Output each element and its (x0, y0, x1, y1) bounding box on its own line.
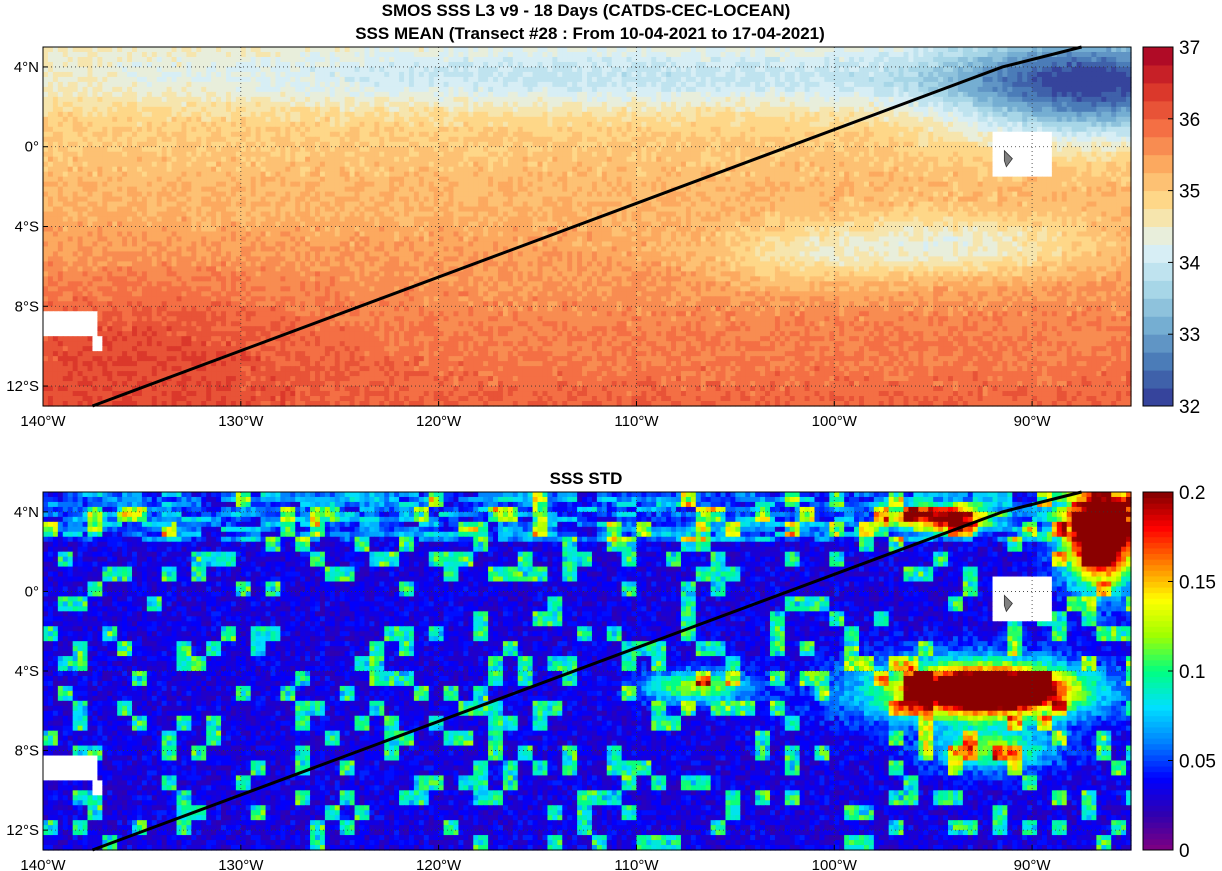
std-y-tick-label: 12°S (6, 822, 39, 839)
std-x-tick-label: 120°W (416, 857, 462, 871)
mean-x-tick-label: 90°W (1014, 413, 1052, 430)
mean-x-tick-label: 130°W (218, 413, 264, 430)
std-x-tick-label: 110°W (614, 857, 659, 871)
mean-colorbar-tick-label: 34 (1179, 253, 1201, 274)
std-panel-title: SSS STD (550, 469, 623, 488)
mean-colorbar-tick-label: 32 (1179, 397, 1200, 418)
mean-y-tick-label: 4°S (15, 219, 39, 236)
figure-title-line2: SSS MEAN (Transect #28 : From 10-04-2021… (355, 24, 825, 43)
figure: SMOS SSS L3 v9 - 18 Days (CATDS-CEC-LOCE… (0, 0, 1222, 871)
mean-x-tick-label: 110°W (614, 413, 659, 430)
std-colorbar-tick-label: 0.15 (1179, 573, 1216, 594)
sss-std-panel: 140°W 130°W 120°W 110°W 100°W 90°W 4°N 0° 4°S 8°S… (6, 483, 1216, 871)
mean-y-tick-label: 12°S (6, 378, 39, 395)
std-colorbar: 0.2 0.15 0.1 0.05 0 (1143, 483, 1216, 862)
std-colorbar-tick-label: 0.2 (1179, 483, 1205, 504)
std-y-tick-label: 4°S (15, 663, 39, 680)
mean-colorbar-tick-label: 35 (1179, 182, 1200, 203)
mean-x-tick-label: 140°W (20, 413, 66, 430)
std-x-tick-label: 140°W (20, 857, 66, 871)
mean-colorbar: 37 36 35 34 33 32 (1143, 38, 1201, 418)
std-colorbar-tick-label: 0.05 (1179, 752, 1216, 773)
mean-colorbar-tick-label: 33 (1179, 325, 1200, 346)
std-x-tick-label: 90°W (1014, 857, 1052, 871)
std-colorbar-tick-label: 0 (1179, 841, 1190, 862)
std-y-tick-label: 4°N (14, 504, 39, 521)
mean-y-tick-label: 0° (25, 139, 39, 156)
mean-x-tick-label: 100°W (812, 413, 858, 430)
std-x-tick-label: 130°W (218, 857, 264, 871)
mean-x-tick-label: 120°W (416, 413, 462, 430)
mean-y-tick-label: 8°S (15, 298, 39, 315)
std-x-tick-label: 100°W (812, 857, 858, 871)
std-colorbar-tick-label: 0.1 (1179, 662, 1205, 683)
figure-canvas: SMOS SSS L3 v9 - 18 Days (CATDS-CEC-LOCE… (0, 0, 1222, 871)
mean-colorbar-tick-label: 37 (1179, 38, 1200, 59)
mean-colorbar-tick-label: 36 (1179, 110, 1200, 131)
sss-mean-panel: 140°W 130°W 120°W 110°W 100°W 90°W 4°N 0° 4°S 8°S… (6, 38, 1200, 430)
std-y-tick-label: 0° (25, 583, 39, 600)
mean-y-tick-label: 4°N (14, 59, 39, 76)
std-y-tick-label: 8°S (15, 743, 39, 760)
figure-title-line1: SMOS SSS L3 v9 - 18 Days (CATDS-CEC-LOCE… (382, 1, 791, 20)
